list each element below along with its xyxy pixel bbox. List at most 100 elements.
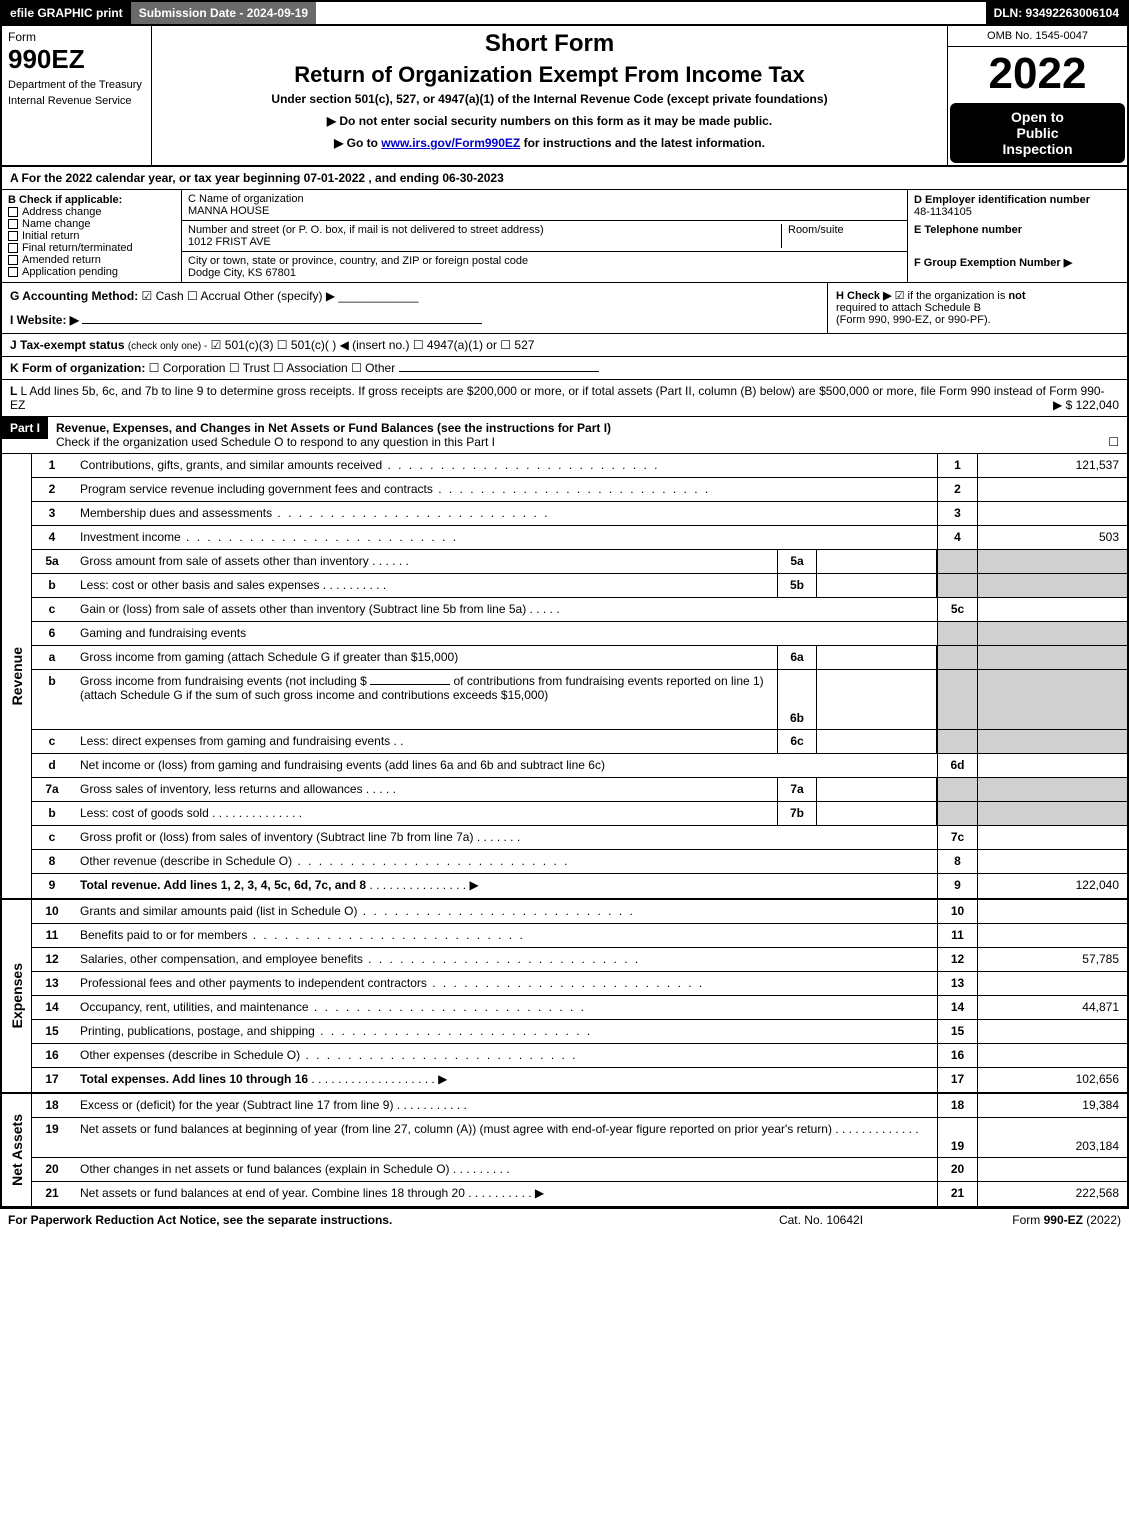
line-5a: 5a Gross amount from sale of assets othe… — [32, 550, 1127, 574]
line-3: 3 Membership dues and assessments 3 — [32, 502, 1127, 526]
title-main: Return of Organization Exempt From Incom… — [160, 62, 939, 88]
c-city-label: City or town, state or province, country… — [188, 255, 901, 267]
line-12: 12 Salaries, other compensation, and emp… — [32, 948, 1127, 972]
part-i-checkbox[interactable]: ☐ — [1108, 435, 1119, 449]
line-1: 1 Contributions, gifts, grants, and simi… — [32, 454, 1127, 478]
inspection-box: Open to Public Inspection — [950, 103, 1125, 163]
amt-14: 44,871 — [977, 996, 1127, 1019]
ein: 48-1134105 — [914, 206, 1121, 218]
efile-btn[interactable]: efile GRAPHIC print — [2, 2, 131, 24]
amt-13 — [977, 972, 1127, 995]
amt-16 — [977, 1044, 1127, 1067]
line-4: 4 Investment income 4 503 — [32, 526, 1127, 550]
line-5c: c Gain or (loss) from sale of assets oth… — [32, 598, 1127, 622]
b-opt-pending[interactable]: Application pending — [8, 266, 175, 278]
line-h: H Check ▶ ☑ if the organization is not r… — [827, 283, 1127, 333]
note2-pre: ▶ Go to — [334, 136, 381, 150]
amt-7a — [817, 778, 937, 801]
b-opt-amended[interactable]: Amended return — [8, 254, 175, 266]
section-b: B Check if applicable: Address change Na… — [2, 190, 182, 282]
b-opt-final[interactable]: Final return/terminated — [8, 242, 175, 254]
amt-6d — [977, 754, 1127, 777]
part-i-label: Part I — [2, 417, 48, 439]
line-6b: b Gross income from fundraising events (… — [32, 670, 1127, 730]
h-text1: H Check ▶ — [836, 290, 892, 302]
header-right: OMB No. 1545-0047 2022 Open to Public In… — [947, 26, 1127, 165]
line-11: 11 Benefits paid to or for members 11 — [32, 924, 1127, 948]
amt-8 — [977, 850, 1127, 873]
line-18: 18 Excess or (deficit) for the year (Sub… — [32, 1094, 1127, 1118]
top-bar: efile GRAPHIC print Submission Date - 20… — [0, 0, 1129, 26]
d-label: D Employer identification number — [914, 194, 1121, 206]
amt-5b — [817, 574, 937, 597]
amt-18: 19,384 — [977, 1094, 1127, 1117]
line-6d: d Net income or (loss) from gaming and f… — [32, 754, 1127, 778]
netassets-sidebar: Net Assets — [2, 1094, 32, 1206]
dept-irs: Internal Revenue Service — [8, 95, 145, 107]
amt-21: 222,568 — [977, 1182, 1127, 1206]
org-street: 1012 FRIST AVE — [188, 236, 781, 248]
line-21: 21 Net assets or fund balances at end of… — [32, 1182, 1127, 1206]
i-label: I Website: ▶ — [10, 313, 79, 327]
j-o1[interactable]: ☑ 501(c)(3) — [211, 338, 274, 352]
amt-5a — [817, 550, 937, 573]
note-url: ▶ Go to www.irs.gov/Form990EZ for instru… — [160, 136, 939, 150]
submission-date: Submission Date - 2024-09-19 — [131, 2, 316, 24]
k-o4[interactable]: ☐ Other — [351, 361, 395, 375]
line-15: 15 Printing, publications, postage, and … — [32, 1020, 1127, 1044]
b-opt-name[interactable]: Name change — [8, 218, 175, 230]
part-i-title: Revenue, Expenses, and Changes in Net As… — [56, 421, 611, 435]
line-6c: c Less: direct expenses from gaming and … — [32, 730, 1127, 754]
dln: DLN: 93492263006104 — [986, 2, 1127, 24]
amt-7b — [817, 802, 937, 825]
k-o3[interactable]: ☐ Association — [273, 361, 348, 375]
amt-17: 102,656 — [977, 1068, 1127, 1092]
k-o1[interactable]: ☐ Corporation — [149, 361, 226, 375]
g-accrual[interactable]: ☐ Accrual — [187, 289, 240, 303]
g-cash[interactable]: ☑ Cash — [142, 289, 184, 303]
line-6: 6 Gaming and fundraising events — [32, 622, 1127, 646]
h-text3: required to attach Schedule B — [836, 302, 981, 314]
b-opt-initial[interactable]: Initial return — [8, 230, 175, 242]
form-number: 990EZ — [8, 44, 145, 75]
j-sub: (check only one) - — [128, 341, 207, 352]
line-7c: c Gross profit or (loss) from sales of i… — [32, 826, 1127, 850]
netassets-label: Net Assets — [9, 1114, 25, 1186]
h-text4: (Form 990, 990-EZ, or 990-PF). — [836, 314, 991, 326]
h-text2: if the organization is — [908, 290, 1009, 302]
c-name: C Name of organization MANNA HOUSE — [182, 190, 907, 221]
f-label: F Group Exemption Number ▶ — [914, 256, 1121, 269]
insp2: Public — [954, 125, 1121, 141]
line-10: 10 Grants and similar amounts paid (list… — [32, 900, 1127, 924]
line-6a: a Gross income from gaming (attach Sched… — [32, 646, 1127, 670]
line-7a: 7a Gross sales of inventory, less return… — [32, 778, 1127, 802]
line-j: J Tax-exempt status (check only one) - ☑… — [0, 334, 1129, 357]
j-o3[interactable]: ☐ 4947(a)(1) or — [413, 338, 497, 352]
line-14: 14 Occupancy, rent, utilities, and maint… — [32, 996, 1127, 1020]
h-checkbox[interactable]: ☑ — [895, 290, 908, 302]
footer: For Paperwork Reduction Act Notice, see … — [0, 1208, 1129, 1231]
insp1: Open to — [954, 109, 1121, 125]
footer-right: Form 990-EZ (2022) — [921, 1213, 1121, 1227]
c-street-label: Number and street (or P. O. box, if mail… — [188, 224, 781, 236]
revenue-sidebar: Revenue — [2, 454, 32, 898]
header-left: Form 990EZ Department of the Treasury In… — [2, 26, 152, 165]
irs-link[interactable]: www.irs.gov/Form990EZ — [381, 136, 520, 150]
form-header: Form 990EZ Department of the Treasury In… — [0, 26, 1129, 167]
k-o2[interactable]: ☐ Trust — [229, 361, 270, 375]
j-o4[interactable]: ☐ 527 — [500, 338, 534, 352]
e-label: E Telephone number — [914, 224, 1121, 236]
amt-6a — [817, 646, 937, 669]
b-opt-address[interactable]: Address change — [8, 206, 175, 218]
amt-10 — [977, 900, 1127, 923]
room-label: Room/suite — [788, 224, 901, 236]
title-short: Short Form — [160, 30, 939, 58]
line-16: 16 Other expenses (describe in Schedule … — [32, 1044, 1127, 1068]
g-other[interactable]: Other (specify) ▶ ____________ — [244, 289, 419, 303]
amt-1: 121,537 — [977, 454, 1127, 477]
line-9: 9 Total revenue. Add lines 1, 2, 3, 4, 5… — [32, 874, 1127, 898]
j-o2[interactable]: ☐ 501(c)( ) ◀ (insert no.) — [277, 338, 410, 352]
amt-12: 57,785 — [977, 948, 1127, 971]
line-13: 13 Professional fees and other payments … — [32, 972, 1127, 996]
part-i-header: Part I Revenue, Expenses, and Changes in… — [0, 417, 1129, 454]
